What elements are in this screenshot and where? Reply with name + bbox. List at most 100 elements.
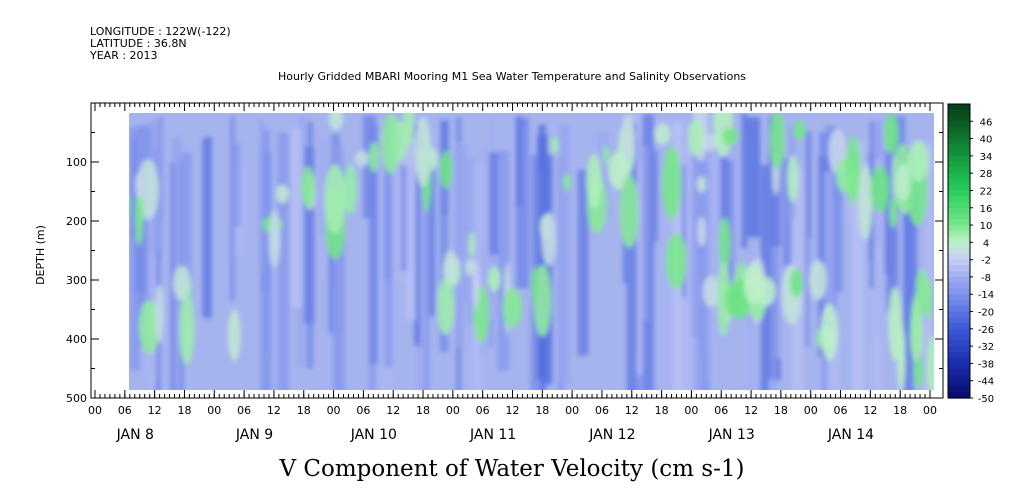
colorbar-segment <box>948 248 970 255</box>
colorbar-segment <box>948 288 970 295</box>
colorbar-segment <box>948 207 970 215</box>
colorbar: 46 40 34 28 22 16 10 4 -2 -8 -14 -20 -26 -32 -38 -44 -50 <box>947 103 994 405</box>
heat-cell <box>414 125 421 346</box>
heat-cell <box>155 284 164 343</box>
y-tick-label: 400 <box>66 333 87 346</box>
heat-cell <box>782 158 792 267</box>
colorbar-segment <box>948 219 970 226</box>
longitude-label: LONGITUDE : 122W(-122) <box>90 25 231 38</box>
heat-cell <box>698 113 710 219</box>
heat-cell <box>465 258 475 276</box>
heat-cell <box>920 129 929 325</box>
heat-cell <box>541 212 556 266</box>
colorbar-segment <box>948 386 970 393</box>
colorbar-segment <box>948 357 970 365</box>
heat-cell <box>488 266 501 292</box>
colorbar-segment <box>948 282 970 290</box>
colorbar-segment <box>948 115 970 122</box>
heat-cell <box>872 158 884 335</box>
heat-cell <box>259 120 265 274</box>
heatmap-field <box>129 113 934 390</box>
heat-cell <box>702 275 720 308</box>
colorbar-segment <box>948 374 970 382</box>
colorbar-segment <box>948 323 970 330</box>
colorbar-segment <box>948 311 970 318</box>
x-hour-label: 12 <box>148 404 162 417</box>
heat-cell <box>896 164 911 201</box>
colorbar-segment <box>948 334 970 341</box>
x-day-label: JAN 11 <box>469 427 516 443</box>
colorbar-segment <box>948 104 970 111</box>
y-axis-label: DEPTH (m) <box>34 225 47 285</box>
colorbar-label: 16 <box>980 204 993 215</box>
x-day-label: JAN 13 <box>708 427 755 443</box>
x-hour-label: 12 <box>267 404 281 417</box>
x-hour-label: 12 <box>386 404 400 417</box>
colorbar-label: 46 <box>980 117 993 128</box>
heat-cell <box>884 150 894 274</box>
colorbar-segment <box>948 380 970 388</box>
heat-cell <box>481 149 487 357</box>
heat-cell <box>138 300 160 354</box>
heat-cell <box>414 116 432 187</box>
heat-cell <box>563 173 571 191</box>
heat-cell <box>405 138 416 321</box>
colorbar-segment <box>948 242 970 249</box>
colorbar-segment <box>948 363 970 370</box>
heat-cell <box>439 151 453 189</box>
colorbar-segment <box>948 213 970 220</box>
heat-cell <box>456 142 465 348</box>
colorbar-label: -20 <box>978 308 994 319</box>
heat-cell <box>277 133 289 390</box>
heat-cell <box>924 278 933 322</box>
colorbar-segment <box>948 346 970 353</box>
colorbar-segment <box>948 305 970 313</box>
x-hour-label: 18 <box>535 404 549 417</box>
x-hour-label: 18 <box>893 404 907 417</box>
colorbar-segment <box>948 178 970 186</box>
heat-cell <box>202 137 212 318</box>
heat-cell <box>888 286 902 362</box>
x-day-label: JAN 8 <box>116 427 154 443</box>
heat-cell <box>260 152 272 390</box>
heat-cell <box>620 113 635 163</box>
colorbar-label: -44 <box>978 377 994 388</box>
chart-title: Hourly Gridded MBARI Mooring M1 Sea Wate… <box>278 70 746 83</box>
missing-data-cell <box>974 371 990 390</box>
colorbar-segment <box>948 127 970 134</box>
colorbar-segment <box>948 340 970 347</box>
heat-cell <box>685 155 692 308</box>
x-hour-label: 18 <box>416 404 430 417</box>
heat-cell <box>343 164 358 215</box>
colorbar-segment <box>948 253 970 261</box>
x-hour-label: 18 <box>297 404 311 417</box>
heat-cell <box>662 146 682 220</box>
heat-cell <box>903 149 914 390</box>
x-hour-label: 00 <box>923 404 937 417</box>
x-day-label: JAN 10 <box>350 427 397 443</box>
heat-cell <box>769 113 785 169</box>
heat-cell <box>134 187 144 246</box>
x-hour-label: 12 <box>625 404 639 417</box>
heat-cell <box>741 113 748 249</box>
colorbar-segment <box>948 300 970 307</box>
heat-cell <box>747 117 761 238</box>
heat-cell <box>823 171 834 320</box>
x-hour-label: 00 <box>207 404 221 417</box>
heat-cell <box>324 164 346 234</box>
x-hour-label: 12 <box>506 404 520 417</box>
heat-cell <box>790 268 803 298</box>
heat-cell <box>833 136 843 293</box>
x-hour-label: 12 <box>744 404 758 417</box>
heat-cell <box>328 113 344 131</box>
colorbar-segment <box>948 317 970 324</box>
x-day-label: JAN 14 <box>827 427 874 443</box>
heat-cell <box>384 117 391 279</box>
heat-cell <box>403 113 415 146</box>
heat-cell <box>268 210 281 268</box>
x-hour-label: 18 <box>774 404 788 417</box>
x-hour-label: 12 <box>863 404 877 417</box>
heat-cell <box>516 116 522 207</box>
heat-cell <box>626 122 637 390</box>
